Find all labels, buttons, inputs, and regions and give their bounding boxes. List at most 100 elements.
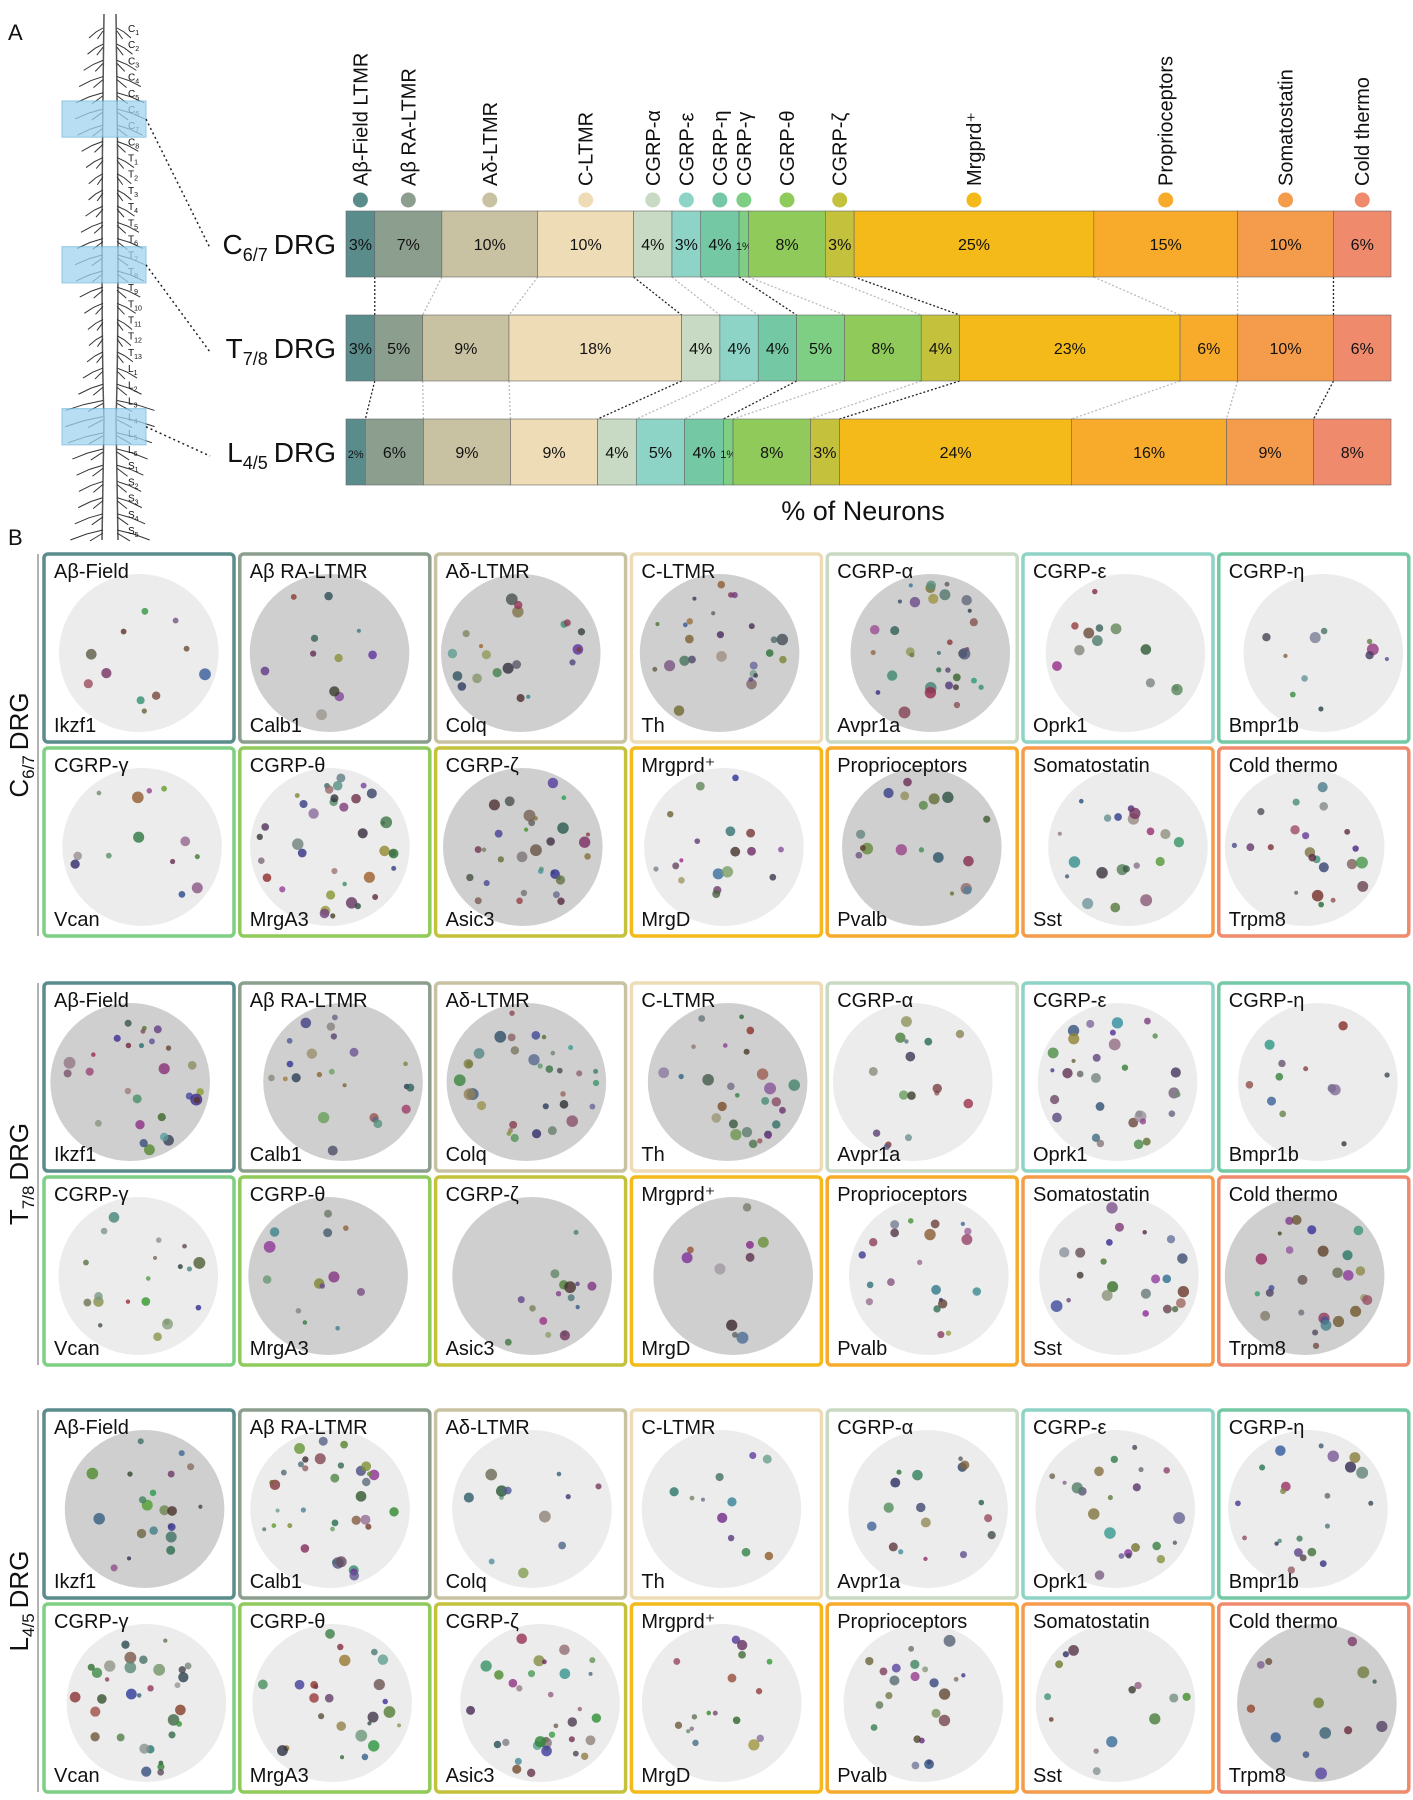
block-label: T7/8 DRG [4, 1123, 38, 1225]
cell [1318, 1443, 1324, 1449]
cell [153, 1663, 166, 1676]
cell [964, 1227, 972, 1236]
cell [1260, 1310, 1271, 1321]
cell [368, 650, 377, 660]
panel-gene: Ikzf1 [54, 715, 96, 737]
cell [546, 837, 555, 846]
cell [97, 1694, 107, 1704]
cell [110, 1564, 118, 1572]
micrograph-panel: CGRP-η Bmpr1b [1217, 981, 1411, 1173]
cell [463, 1088, 476, 1101]
cell [329, 686, 340, 697]
cell [731, 1635, 741, 1645]
block-rest: DRG [4, 1123, 34, 1181]
panel-title: CGRP-ε [1033, 561, 1106, 583]
cell [1106, 1202, 1118, 1214]
panel-title: CGRP-γ [54, 1611, 128, 1633]
cell [911, 1761, 920, 1770]
legend-dot [779, 192, 795, 208]
cell [509, 1010, 515, 1016]
category-main: C [223, 229, 243, 260]
panel-border [42, 1408, 236, 1600]
cell [858, 1251, 866, 1259]
value-label: 9% [1258, 445, 1281, 462]
cell [875, 1701, 884, 1709]
bar-segment [635, 418, 685, 486]
micrograph-panel: CGRP-ζ Asic3 [433, 1175, 628, 1367]
cell [453, 1074, 466, 1087]
tissue [653, 1197, 813, 1355]
cell [898, 1549, 904, 1555]
cell [324, 591, 333, 601]
cell [138, 1042, 145, 1049]
cell [1132, 1444, 1138, 1450]
cell [473, 1048, 485, 1059]
cell [1122, 865, 1130, 873]
cell [1059, 1247, 1070, 1258]
cell [725, 826, 736, 837]
cell [559, 1644, 570, 1656]
cell [730, 846, 741, 857]
cell [382, 1698, 388, 1705]
cell [748, 1139, 758, 1149]
cell [297, 848, 307, 858]
panel-border [825, 981, 1019, 1173]
cell [488, 799, 500, 811]
cell [972, 1287, 982, 1296]
cell [547, 1691, 554, 1698]
cell [1298, 1309, 1305, 1316]
cell [63, 1056, 76, 1069]
cell [766, 1133, 772, 1139]
cell [336, 773, 346, 783]
value-label: 9% [454, 341, 477, 358]
cell [136, 1693, 142, 1698]
cell [1313, 1697, 1324, 1709]
connector [738, 276, 797, 316]
cell [1055, 1660, 1064, 1669]
vertebra-letter: S [128, 526, 135, 537]
cell [1235, 1500, 1241, 1507]
cell [891, 1663, 901, 1673]
cell [306, 1048, 318, 1059]
micrograph-panel: CGRP-ε Oprk1 [1021, 981, 1215, 1173]
cell [580, 1752, 589, 1760]
cell [367, 1711, 379, 1723]
legend-dot [645, 192, 661, 208]
vertebra-sub: 1 [134, 160, 138, 167]
cell [174, 1682, 181, 1689]
cell [1301, 675, 1308, 682]
cell [530, 844, 542, 857]
cell [355, 1490, 367, 1502]
vertebra-letter: L [128, 364, 134, 375]
panel-title: Somatostatin [1033, 755, 1150, 777]
vertebra-sub: 5 [135, 532, 139, 539]
cell [373, 1678, 385, 1691]
panel-title: Aβ RA-LTMR [250, 990, 368, 1012]
cell [953, 1676, 959, 1682]
cell [127, 1471, 133, 1477]
value-label: 4% [708, 237, 731, 254]
cell [310, 634, 319, 642]
cell [193, 1256, 206, 1269]
panel-gene: Avpr1a [837, 1571, 901, 1593]
cell [533, 1655, 545, 1667]
cell [575, 1304, 580, 1310]
micrograph-panel: CGRP-ε Oprk1 [1021, 552, 1215, 744]
tissue [1048, 768, 1208, 926]
vertebra-sub: 1 [135, 467, 139, 474]
panel-title: Cold thermo [1229, 1611, 1338, 1633]
cell [916, 1259, 923, 1266]
cell [326, 890, 336, 900]
cell [1357, 1666, 1370, 1679]
cell [331, 1519, 339, 1527]
cell [1047, 1047, 1059, 1059]
cell [85, 1067, 94, 1076]
vertebra-sub: 3 [135, 62, 139, 69]
cell [516, 897, 523, 905]
nerve-root [84, 302, 136, 315]
cell [331, 867, 338, 875]
vertebra-letter: S [128, 510, 135, 521]
cell [510, 1046, 520, 1055]
cell [1092, 1767, 1101, 1776]
panel-gene: Asic3 [446, 1765, 495, 1787]
